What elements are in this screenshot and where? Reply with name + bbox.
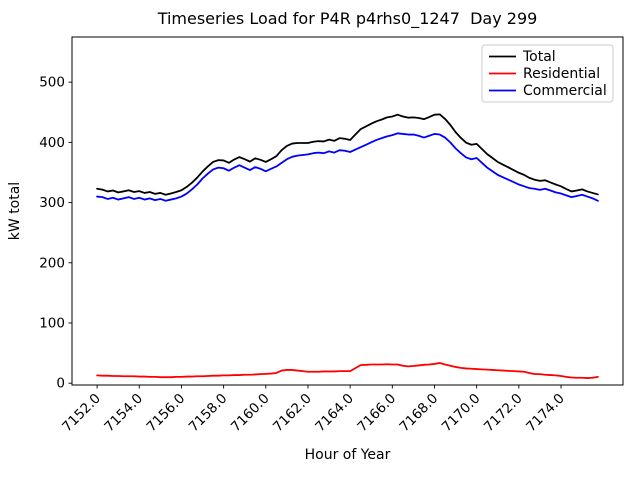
x-tick-label: 7170.0 [439,391,484,436]
y-tick-label: 400 [39,135,65,151]
x-tick-label: 7154.0 [101,391,146,436]
series-line-total [96,113,599,196]
x-tick-label: 7164.0 [312,391,357,436]
axes-frame [71,36,624,386]
legend-box [481,44,614,103]
x-tick-label: 7162.0 [270,391,315,436]
x-tick-label: 7160.0 [228,391,273,436]
y-tick-label: 0 [56,376,65,392]
series-line-commercial [96,132,599,202]
y-tick-label: 200 [39,255,65,271]
legend-label-residential: Residential [523,66,600,82]
y-tick-label: 100 [39,315,65,331]
y-tick-label: 300 [39,195,65,211]
x-axis-label: Hour of Year [304,447,391,463]
y-tick-label: 500 [39,75,65,91]
y-axis-label: kW total [7,181,23,241]
series-line-residential [96,362,599,379]
x-tick-label: 7168.0 [397,391,442,436]
x-tick-label: 7156.0 [144,391,189,436]
x-tick-label: 7152.0 [59,391,104,436]
x-tick-label: 7166.0 [354,391,399,436]
x-tick-label: 7174.0 [523,391,568,436]
x-tick-label: 7172.0 [481,391,526,436]
chart-title: Timeseries Load for P4R p4rhs0_1247 Day … [157,9,538,28]
x-tick-label: 7158.0 [186,391,231,436]
legend-label-total: Total [522,49,556,65]
legend-label-commercial: Commercial [523,83,607,99]
